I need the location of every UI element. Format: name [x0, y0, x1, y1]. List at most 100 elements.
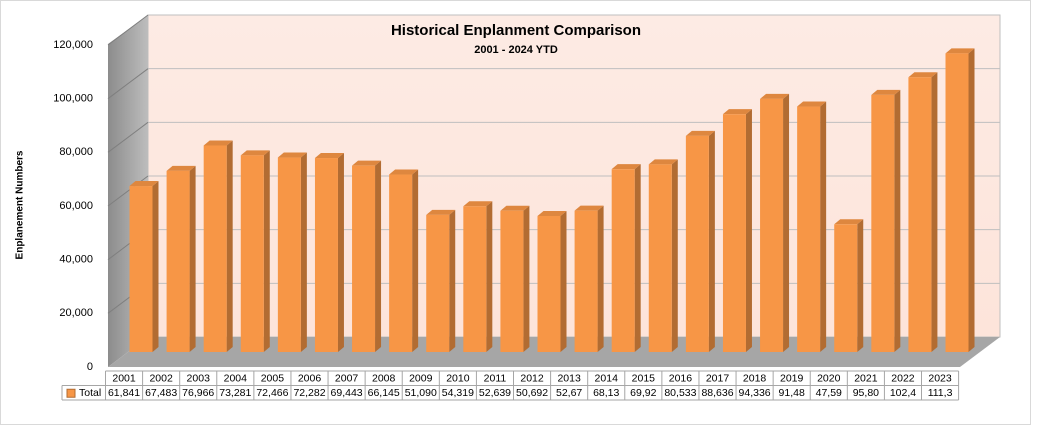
y-tick-label: 60,000 [59, 200, 93, 212]
bar [908, 72, 938, 352]
bar-front [352, 165, 376, 352]
data-label: 102,4 [890, 387, 916, 399]
bar-top [574, 205, 604, 211]
bar-top [834, 219, 864, 225]
bar-side [894, 89, 901, 352]
bar-front [389, 174, 413, 352]
bar [648, 159, 678, 352]
data-label: 51,090 [405, 387, 437, 399]
bar-side [783, 93, 790, 353]
bar-side [820, 101, 827, 353]
bar-side [263, 150, 270, 352]
bar-front [500, 210, 524, 352]
bar-top [500, 205, 530, 211]
bar-side [931, 72, 938, 352]
y-tick-label: 20,000 [59, 307, 93, 319]
bar-front [166, 170, 190, 352]
bar-front [574, 210, 598, 352]
y-axis-title: Enplanement Numbers [15, 150, 26, 259]
data-label: 69,443 [331, 387, 363, 399]
bar [797, 101, 827, 353]
bar-top [389, 169, 419, 175]
data-label: 66,145 [368, 387, 400, 399]
bar-top [908, 72, 938, 78]
grid-line-side [107, 68, 149, 100]
x-tick-label: 2004 [224, 373, 248, 385]
grid-line-side [107, 14, 149, 46]
data-label: 73,281 [219, 387, 251, 399]
data-label: 61,841 [108, 387, 140, 399]
x-tick-label: 2018 [743, 373, 767, 385]
data-label: 67,483 [145, 387, 177, 399]
bar-front [240, 155, 264, 352]
bar-side [337, 153, 344, 352]
bar-side [708, 130, 715, 352]
x-tick-label: 2009 [409, 373, 433, 385]
grid-line-side [107, 175, 149, 207]
bar-side [412, 169, 419, 352]
bar-top [760, 93, 790, 99]
bar-top [463, 201, 493, 207]
x-tick-label: 2002 [149, 373, 173, 385]
x-tick-label: 2020 [817, 373, 841, 385]
x-tick-label: 2016 [669, 373, 693, 385]
bar [277, 152, 307, 352]
x-tick-label: 2013 [557, 373, 581, 385]
bar [129, 181, 159, 352]
bar-top [611, 164, 641, 170]
bar-front [129, 186, 153, 352]
y-tick-label: 100,000 [53, 93, 93, 105]
bar-top [166, 165, 196, 171]
bar-front [797, 106, 821, 353]
x-tick-label: 2010 [446, 373, 470, 385]
bar-side [300, 152, 307, 352]
legend-label: Total [79, 387, 101, 399]
bar-front [722, 114, 746, 352]
y-tick-label: 0 [87, 361, 93, 373]
bar-front [871, 94, 895, 352]
grid-line-side [107, 121, 149, 153]
bar-side [968, 48, 975, 352]
y-tick-label: 80,000 [59, 146, 93, 158]
bar-top [537, 210, 567, 216]
x-tick-label: 2014 [595, 373, 619, 385]
data-label: 52,639 [479, 387, 511, 399]
chart-title: Historical Enplanment Comparison [391, 22, 641, 39]
bar-side [449, 209, 456, 352]
bar-front [834, 224, 858, 352]
bar [537, 210, 567, 352]
bar-top [129, 181, 159, 187]
x-tick-label: 2019 [780, 373, 804, 385]
data-label: 50,692 [516, 387, 548, 399]
x-tick-label: 2005 [261, 373, 285, 385]
bar-top [314, 153, 344, 159]
legend-swatch [66, 388, 76, 398]
bar-front [277, 157, 301, 352]
data-label: 47,59 [816, 387, 842, 399]
data-label: 69,92 [630, 387, 656, 399]
bar-top [240, 150, 270, 156]
bar [574, 205, 604, 352]
data-label: 72,282 [293, 387, 325, 399]
bar-front [203, 145, 227, 352]
bar-side [597, 205, 604, 352]
bar-top [352, 160, 382, 166]
bar-top [426, 209, 456, 215]
bar [463, 201, 493, 352]
x-tick-label: 2003 [187, 373, 211, 385]
bar-side [523, 205, 530, 352]
bar [426, 209, 456, 352]
bar-top [685, 130, 715, 136]
bar [203, 140, 233, 352]
bar-side [189, 165, 196, 352]
data-label: 54,319 [442, 387, 474, 399]
data-label: 76,966 [182, 387, 214, 399]
data-label: 94,336 [739, 387, 771, 399]
bar-front [314, 158, 338, 352]
x-tick-label: 2021 [854, 373, 878, 385]
bar-side [226, 140, 233, 352]
x-tick-label: 2022 [891, 373, 915, 385]
bar-top [203, 140, 233, 146]
bar-side [486, 201, 493, 352]
